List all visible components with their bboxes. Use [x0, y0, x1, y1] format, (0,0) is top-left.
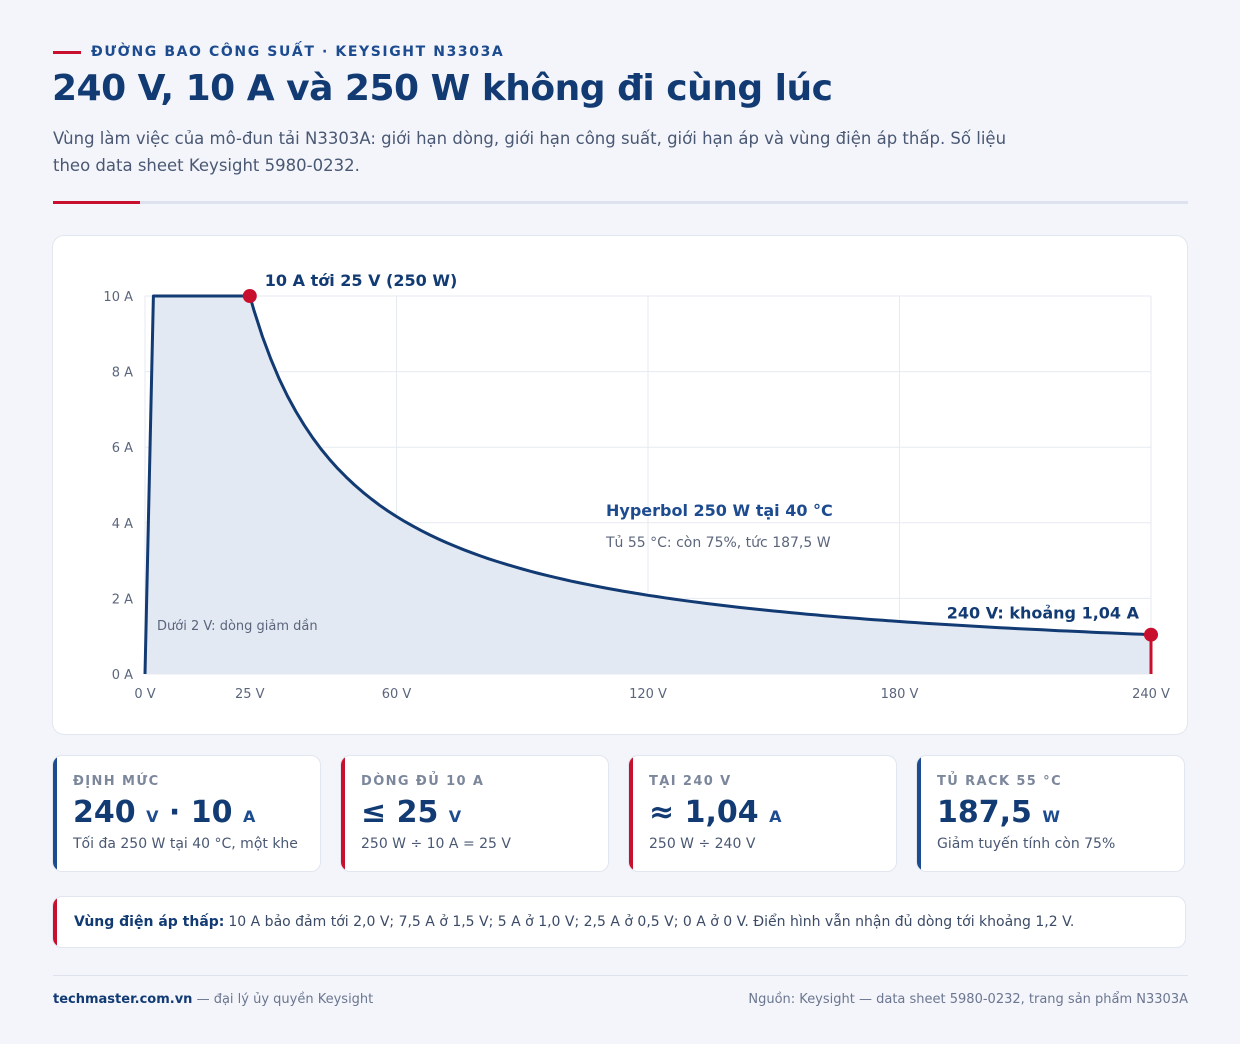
kpi-note: Tối đa 250 W tại 40 °C, một khe: [73, 836, 298, 852]
kpi-accent-bar: [341, 756, 345, 871]
kpi-value-unit-2: A: [242, 807, 256, 826]
callout-text: 10 A bảo đảm tới 2,0 V; 7,5 A ở 1,5 V; 5…: [228, 914, 1075, 930]
kpi-value-number: ≈ 1,04: [649, 795, 759, 830]
x-tick-label: 0 V: [134, 687, 155, 702]
kpi-value-number-2: 10: [190, 795, 233, 830]
footer-source: Nguồn: Keysight — data sheet 5980-0232, …: [748, 992, 1188, 1007]
kpi-value: ≈ 1,04 A: [649, 795, 878, 830]
kpi-card-rack-55c: TỦ RACK 55 °C 187,5 W Giảm tuyến tính cò…: [916, 755, 1185, 872]
kpi-note: Giảm tuyến tính còn 75%: [937, 836, 1116, 852]
chart-card: 0 A 2 A 4 A 6 A 8 A 10 A 0 V 25 V 60 V 120 V 180 V…: [52, 235, 1188, 735]
power-envelope-chart: 0 A 2 A 4 A 6 A 8 A 10 A 0 V 25 V 60 V 120 V 180 V…: [103, 271, 1170, 702]
x-tick-label: 25 V: [235, 687, 265, 702]
kpi-card-full-current: DÒNG ĐỦ 10 A ≤ 25 V 250 W ÷ 10 A = 25 V: [340, 755, 609, 872]
kpi-value-unit: V: [448, 807, 462, 826]
kpi-value-number: 240: [73, 795, 136, 830]
kpi-note: 250 W ÷ 240 V: [649, 836, 756, 852]
header-rule: [53, 201, 1188, 204]
envelope-line: [143, 294, 1152, 675]
low-voltage-callout: Vùng điện áp thấp: 10 A bảo đảm tới 2,0 …: [52, 896, 1186, 948]
y-tick-label: 10 A: [103, 290, 133, 305]
kpi-note: 250 W ÷ 10 A = 25 V: [361, 836, 511, 852]
kpi-value: 240 V · 10 A: [73, 795, 302, 830]
x-tick-label: 60 V: [382, 687, 412, 702]
footer-brand: techmaster.com.vn — đại lý ủy quyền Keys…: [53, 992, 373, 1007]
x-tick-label: 240 V: [1132, 687, 1170, 702]
kpi-value-number: ≤ 25: [361, 795, 439, 830]
x-tick-label: 120 V: [629, 687, 667, 702]
y-tick-label: 8 A: [112, 366, 133, 381]
header-rule-accent: [53, 201, 140, 204]
derating-annotation: Tủ 55 °C: còn 75%, tức 187,5 W: [605, 535, 831, 551]
end-point-marker: [1144, 627, 1158, 642]
kpi-label: ĐỊNH MỨC: [73, 774, 160, 789]
kpi-accent-bar: [53, 756, 57, 871]
kpi-accent-bar: [917, 756, 921, 871]
y-tick-label: 6 A: [112, 441, 133, 456]
y-tick-label: 0 A: [112, 668, 133, 683]
eyebrow: ĐƯỜNG BAO CÔNG SUẤT · KEYSIGHT N3303A: [53, 44, 504, 60]
kpi-label: TẠI 240 V: [649, 774, 732, 789]
y-tick-label: 4 A: [112, 517, 133, 532]
kpi-label: DÒNG ĐỦ 10 A: [361, 774, 485, 789]
brand-link[interactable]: techmaster.com.vn: [53, 992, 193, 1007]
page-title: 240 V, 10 A và 250 W không đi cùng lúc: [52, 68, 833, 109]
footer-divider: [53, 975, 1188, 976]
envelope-area: [145, 296, 1151, 674]
x-tick-label: 180 V: [881, 687, 919, 702]
hyperbola-annotation: Hyperbol 250 W tại 40 °C: [606, 501, 833, 520]
corner-point-marker: [242, 289, 257, 303]
low-voltage-annotation: Dưới 2 V: dòng giảm dần: [157, 619, 318, 634]
callout-accent-bar: [53, 897, 57, 947]
page-subtitle: Vùng làm việc của mô-đun tải N3303A: giớ…: [53, 129, 1007, 175]
kpi-value-unit: A: [769, 807, 782, 826]
eyebrow-dash: [53, 50, 81, 54]
kpi-label: TỦ RACK 55 °C: [937, 774, 1063, 789]
brand-note: — đại lý ủy quyền Keysight: [196, 992, 374, 1007]
y-tick-label: 2 A: [112, 592, 133, 607]
kpi-value-unit: W: [1042, 807, 1061, 826]
kpi-value-separator: ·: [168, 795, 181, 830]
kpi-card-at-240v: TẠI 240 V ≈ 1,04 A 250 W ÷ 240 V: [628, 755, 897, 872]
kpi-card-rating: ĐỊNH MỨC 240 V · 10 A Tối đa 250 W tại 4…: [52, 755, 321, 872]
end-point-label: 240 V: khoảng 1,04 A: [947, 604, 1140, 623]
kpi-value: 187,5 W: [937, 795, 1166, 830]
kpi-accent-bar: [629, 756, 633, 871]
kpi-value-number: 187,5: [937, 795, 1032, 830]
corner-point-label: 10 A tới 25 V (250 W): [265, 271, 458, 290]
kpi-value: ≤ 25 V: [361, 795, 590, 830]
kpi-value-unit: V: [146, 807, 159, 826]
callout-label: Vùng điện áp thấp:: [74, 914, 225, 930]
eyebrow-text: ĐƯỜNG BAO CÔNG SUẤT · KEYSIGHT N3303A: [91, 44, 505, 60]
